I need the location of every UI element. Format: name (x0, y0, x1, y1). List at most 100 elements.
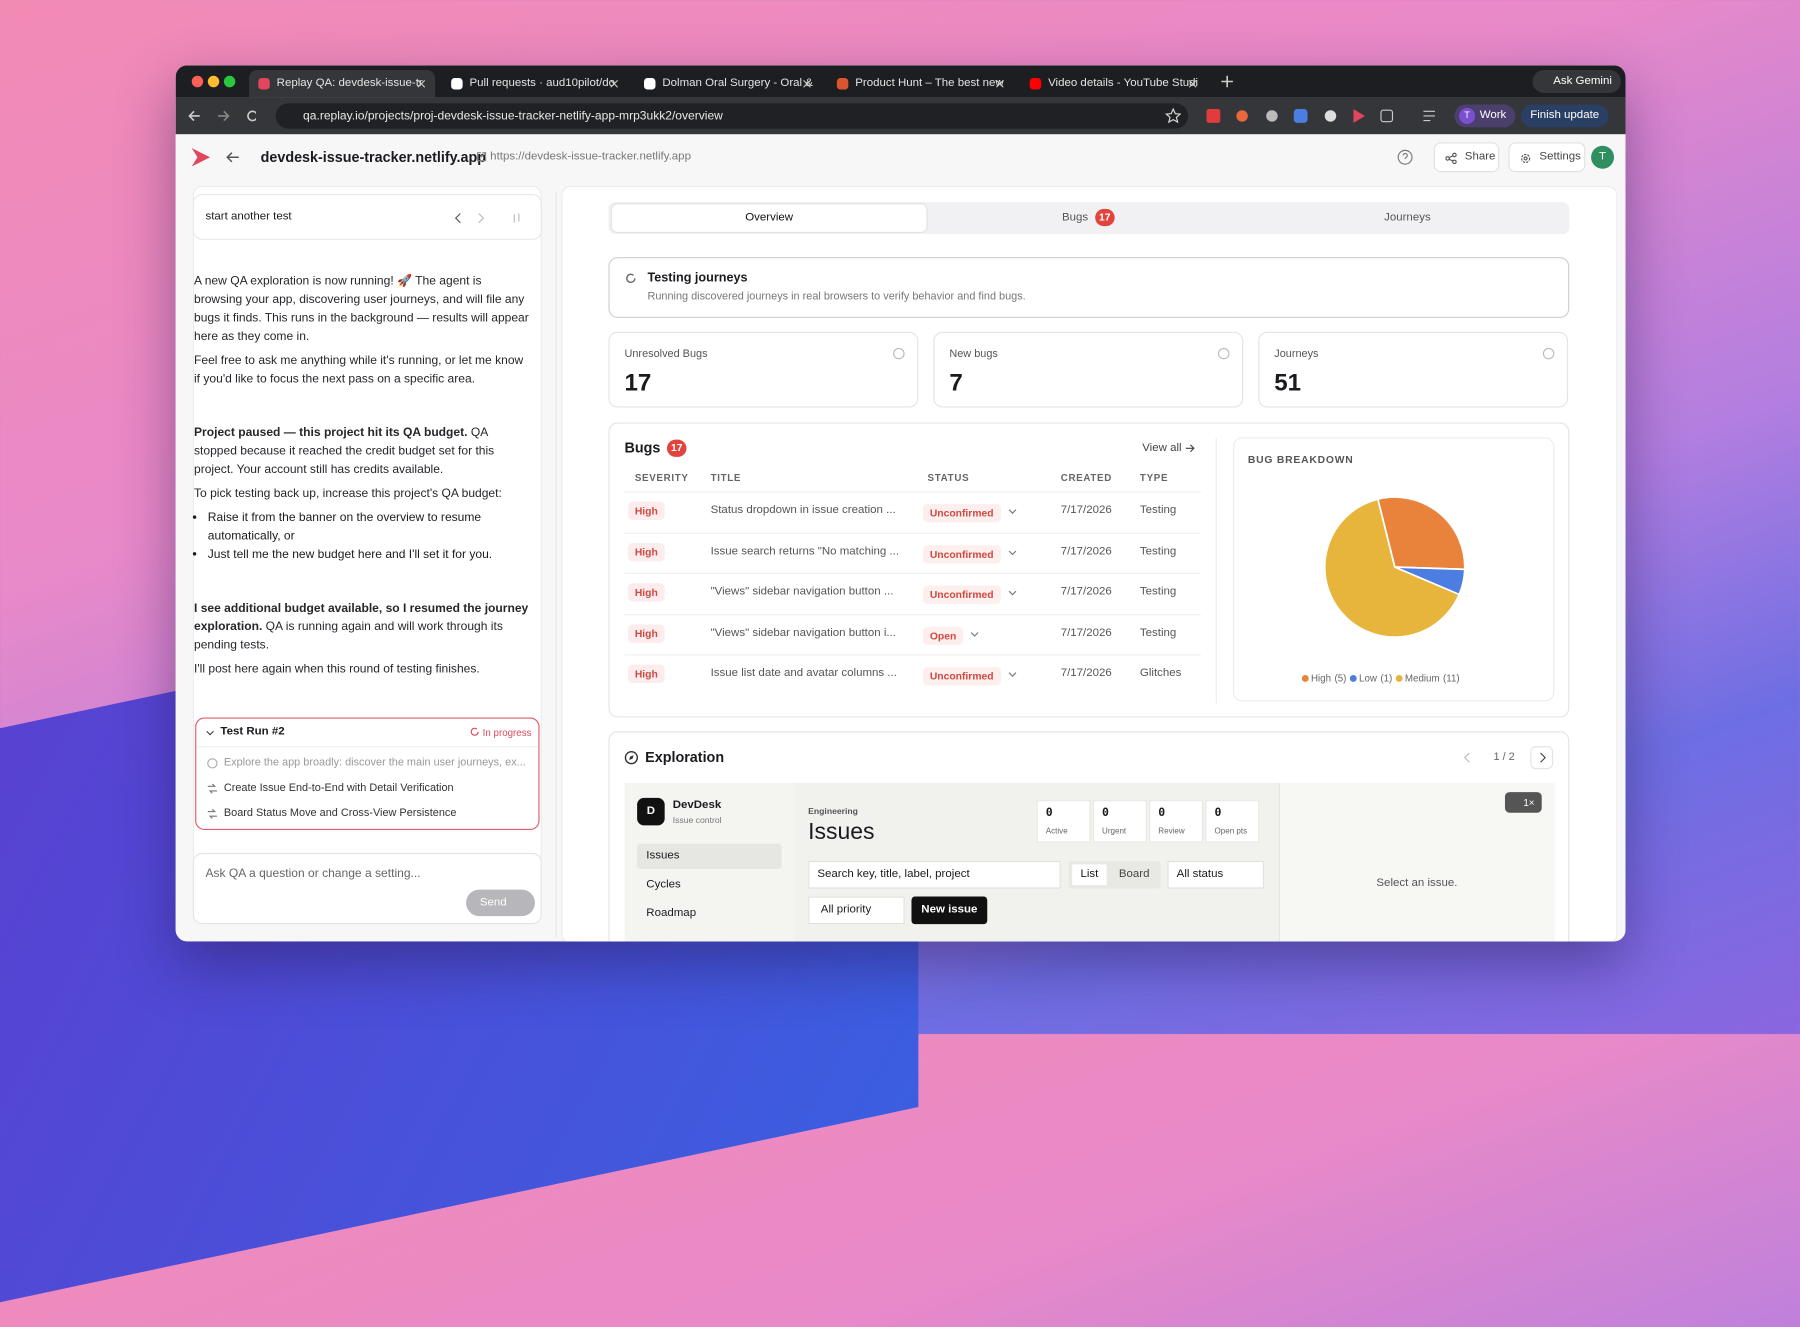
status[interactable]: Unconfirmed (922, 502, 1017, 523)
view-list[interactable]: List (1072, 864, 1107, 886)
favicon (836, 78, 849, 90)
status[interactable]: Unconfirmed (922, 665, 1017, 686)
tab-close[interactable] (802, 79, 811, 88)
chat-title: start another test (205, 210, 292, 223)
test-run: Test Run #2 In progress Explore the app … (195, 717, 540, 830)
browser-tab[interactable]: Product Hunt – The best new (828, 70, 1014, 98)
status-chevron (1008, 590, 1016, 596)
column-header: TITLE (710, 471, 742, 484)
legend-value: (11) (1443, 673, 1460, 684)
severity: High (627, 664, 665, 684)
tab-close[interactable] (610, 79, 619, 88)
browser-tab[interactable]: Video details - YouTube Studi (1021, 70, 1207, 98)
status[interactable]: Unconfirmed (922, 542, 1017, 564)
view-board[interactable]: Board (1118, 867, 1150, 881)
message-text: QA stopped because it reached the credit… (194, 425, 495, 477)
icon-glyph (1217, 347, 1230, 360)
stat-icon (893, 347, 905, 360)
ask-gemini[interactable]: Ask Gemini (1532, 70, 1622, 93)
row-divider (624, 613, 1201, 615)
preview-nav-item[interactable]: Cycles (646, 878, 681, 891)
status-filter[interactable]: All status (1167, 860, 1264, 889)
logo[interactable] (189, 146, 212, 169)
tab-label: Bugs (1061, 211, 1089, 224)
nav-buttons[interactable] (187, 108, 256, 124)
close-dot[interactable] (191, 75, 204, 88)
tab[interactable]: Bugs 17 (931, 204, 1246, 232)
browser-tab[interactable]: Dolman Oral Surgery - Oral & (635, 70, 821, 98)
bug-title[interactable]: Issue list date and avatar columns ... (710, 666, 897, 680)
legend-label: Medium (11) (1405, 673, 1460, 684)
tab[interactable]: Overview (611, 204, 927, 232)
status[interactable]: Unconfirmed (922, 583, 1017, 604)
bug-title[interactable]: "Views" sidebar navigation button ... (710, 585, 894, 599)
bug-breakdown: BUG BREAKDOWN High (5) Low (1) Medium (11) (1232, 437, 1555, 702)
counter-value: 0 (1214, 807, 1222, 820)
tab-close[interactable] (995, 79, 1004, 88)
settings-button[interactable]: Settings (1508, 142, 1586, 173)
status-label: Unconfirmed (922, 585, 1001, 604)
status[interactable]: Open (922, 624, 979, 645)
help[interactable] (1397, 149, 1413, 165)
stat-value: 7 (949, 369, 963, 397)
chat-header: start another test (192, 194, 542, 240)
speed[interactable]: 1× (1504, 792, 1542, 813)
bookmark-star[interactable] (1165, 107, 1182, 124)
type: Testing (1139, 585, 1177, 599)
bug-title[interactable]: Issue search returns "No matching ... (710, 544, 900, 558)
preview-brand: DevDesk (672, 798, 722, 812)
avatar[interactable]: T (1591, 145, 1615, 169)
new-tab[interactable] (1220, 75, 1234, 89)
spinner (471, 727, 480, 736)
profile[interactable]: T Work (1454, 104, 1516, 128)
row-divider (624, 654, 1201, 656)
send-button[interactable]: Send (466, 889, 535, 917)
stat-card: Unresolved Bugs 17 (608, 331, 919, 408)
chat-input[interactable]: Ask QA a question or change a setting...… (192, 852, 542, 925)
tab[interactable]: Journeys (1250, 204, 1565, 232)
view-toggle: List Board (1068, 860, 1161, 889)
next[interactable] (1530, 746, 1554, 770)
list-item: Raise it from the banner on the overview… (208, 509, 529, 546)
tab-close[interactable] (417, 79, 426, 88)
chat-controls[interactable] (453, 211, 533, 225)
message-list: Raise it from the banner on the overview… (194, 509, 529, 564)
stat-icon (1217, 347, 1230, 360)
message: Project paused — this project hit its QA… (194, 424, 529, 479)
icon-glyph (1008, 550, 1016, 555)
bug-title[interactable]: "Views" sidebar navigation button i... (710, 626, 896, 639)
view-all[interactable]: View all (1142, 442, 1196, 455)
preview-nav-item[interactable]: Issues (637, 843, 782, 870)
status-chevron (1008, 550, 1016, 555)
bug-title[interactable]: Status dropdown in issue creation ... (710, 503, 896, 517)
status-banner: Testing journeys Running discovered jour… (608, 257, 1570, 318)
collapse[interactable] (205, 729, 214, 738)
type: Glitches (1139, 666, 1182, 680)
zoom-dot[interactable] (223, 75, 236, 88)
prev[interactable] (1463, 752, 1474, 763)
next-icon (1540, 752, 1546, 763)
priority-filter[interactable]: All priority (808, 896, 905, 925)
legend-swatch (1349, 675, 1357, 682)
test-run-status: In progress (470, 727, 532, 738)
back[interactable] (226, 150, 240, 164)
counter-label: Active (1045, 827, 1068, 836)
browser-tab[interactable]: Pull requests · aud10pilot/do (442, 70, 628, 98)
minimize-dot[interactable] (207, 75, 220, 88)
address-bar[interactable]: qa.replay.io/projects/proj-devdesk-issue… (275, 103, 1189, 129)
preview-counter: 0 Active (1036, 800, 1091, 843)
profile-initial: T (1459, 107, 1476, 124)
test-item-icon (207, 758, 218, 769)
row-divider (624, 532, 1201, 534)
site-link[interactable]: https://devdesk-issue-tracker.netlify.ap… (476, 150, 691, 163)
extensions[interactable] (1206, 107, 1437, 125)
tab-close[interactable] (1188, 79, 1197, 88)
test-item: Create Issue End-to-End with Detail Veri… (223, 781, 454, 795)
preview-search[interactable]: Search key, title, label, project (808, 860, 1061, 889)
favicon (644, 78, 656, 90)
finish-update[interactable]: Finish update (1521, 104, 1609, 128)
new-issue[interactable]: New issue (911, 896, 988, 925)
browser-tab[interactable]: Replay QA: devdesk-issue-tr (249, 70, 436, 98)
share-button[interactable]: Share (1433, 142, 1500, 173)
preview-nav-item[interactable]: Roadmap (646, 906, 697, 920)
